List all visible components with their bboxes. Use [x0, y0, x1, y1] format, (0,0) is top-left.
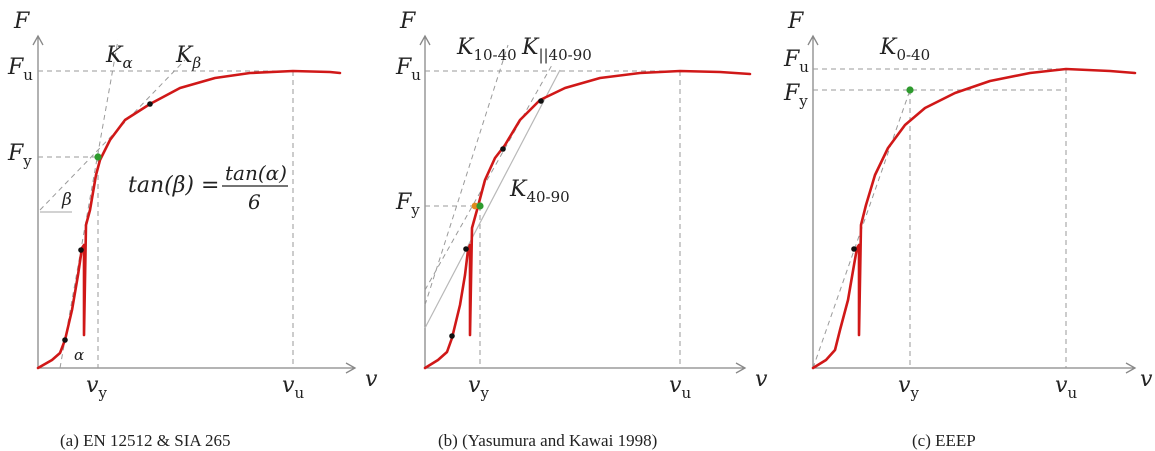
caption: (b) (Yasumura and Kawai 1998) — [438, 431, 657, 450]
k-10-40-label: K10-40 — [456, 35, 517, 64]
y-axis-label: F — [399, 9, 416, 34]
fu-label: Fu — [7, 55, 33, 84]
fy-label: Fy — [7, 141, 32, 170]
fy-label: Fy — [783, 81, 808, 110]
x-axis-label: v — [365, 367, 378, 392]
yield-point — [94, 153, 102, 161]
marker-point — [851, 246, 857, 252]
formula-numerator: tan(α) — [225, 161, 287, 185]
alpha-label: α — [74, 346, 84, 364]
marker-point — [449, 333, 455, 339]
vy-label: vy — [86, 373, 107, 402]
beta-label: β — [61, 190, 72, 210]
vy-label: vy — [468, 373, 489, 402]
marker-point — [62, 337, 68, 343]
k-beta-line — [39, 59, 186, 211]
marker-point — [538, 98, 544, 104]
k-40-90-line — [424, 69, 561, 329]
marker-point — [78, 247, 84, 253]
marker-point — [463, 246, 469, 252]
formula-denominator: 6 — [248, 190, 261, 214]
panel-c: F v Fu Fy vy vu K0-40 (c) EEEP — [783, 9, 1153, 450]
y-axis-label: F — [13, 9, 30, 34]
force-displacement-curve — [36, 69, 342, 370]
force-displacement-curve — [811, 67, 1137, 370]
x-axis-label: v — [1140, 367, 1153, 392]
x-axis-label: v — [755, 367, 768, 392]
yield-point — [906, 86, 914, 94]
caption: (c) EEEP — [912, 431, 976, 450]
k-parallel-40-90-line — [424, 64, 553, 291]
panel-a: F v Fu Fy vy vu Kα Kβ β α tan(β) = tan(α… — [7, 9, 378, 450]
y-axis-label: F — [787, 9, 804, 34]
marker-point — [500, 146, 506, 152]
k-alpha-line — [59, 39, 119, 369]
panel-b: F v Fu Fy vy vu K10-40 K||40-90 K40-90 (… — [395, 9, 768, 450]
vy-label: vy — [898, 373, 919, 402]
k-10-40-line — [424, 44, 509, 306]
yield-point — [476, 202, 484, 210]
marker-point — [147, 101, 153, 107]
caption: (a) EN 12512 & SIA 265 — [60, 431, 230, 450]
k-alpha-label: Kα — [105, 43, 133, 72]
fy-label: Fy — [395, 190, 420, 219]
vu-label: vu — [1055, 373, 1077, 402]
intersection-point — [471, 202, 479, 210]
vu-label: vu — [669, 373, 691, 402]
k-parallel-40-90-label: K||40-90 — [521, 35, 592, 64]
force-displacement-curve — [423, 69, 752, 370]
k-40-90-label: K40-90 — [509, 177, 570, 206]
k-beta-label: Kβ — [175, 43, 201, 72]
formula-lhs: tan(β) = — [128, 173, 219, 198]
k-0-40-label: K0-40 — [879, 35, 930, 64]
fu-label: Fu — [395, 55, 421, 84]
fu-label: Fu — [783, 47, 809, 76]
vu-label: vu — [282, 373, 304, 402]
